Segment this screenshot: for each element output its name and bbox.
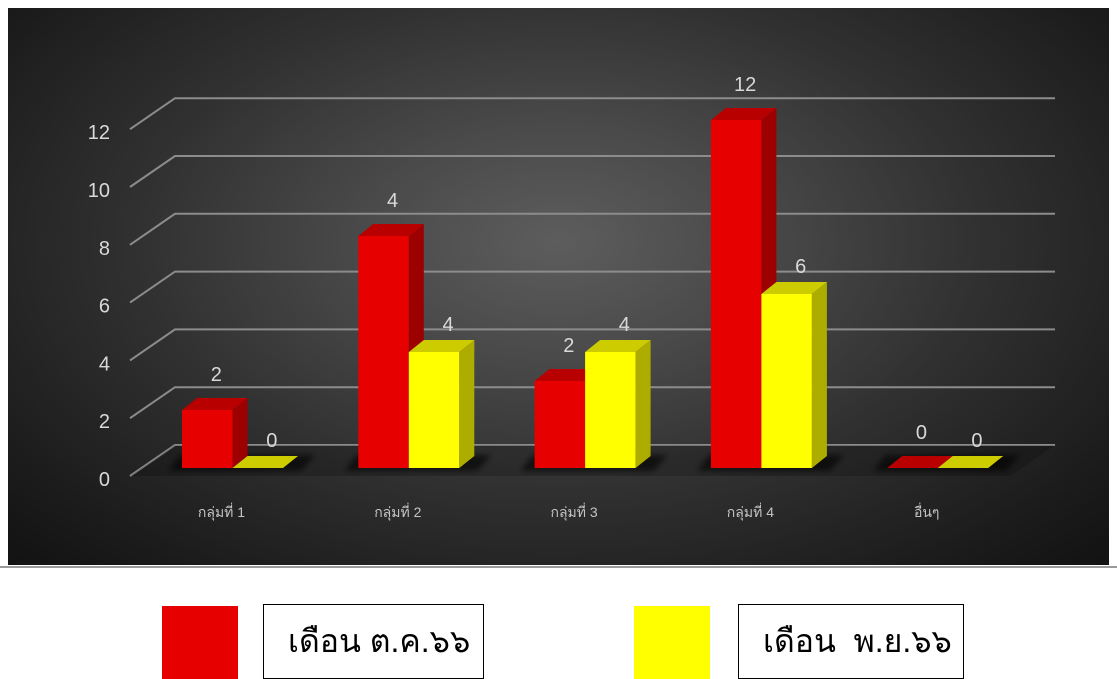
- bar-series1-cat4: [710, 108, 777, 468]
- data-label: 4: [387, 190, 398, 212]
- data-label: 2: [211, 364, 222, 386]
- bar-top-face: [534, 369, 601, 381]
- legend-swatch-series-1: [162, 606, 238, 679]
- bar-front-face: [761, 294, 812, 468]
- y-tick-label: 6: [99, 296, 110, 318]
- bar-series1-cat1: [182, 398, 248, 468]
- bar-top-face: [585, 340, 651, 352]
- data-labels: 2 0 4 4 2 4 12 6 0 0: [211, 74, 983, 452]
- bar-series1-cat5: [887, 456, 953, 468]
- chart-plot: 0 2 4 6 8 10 12 กลุ่มที่ 1 กลุ่มที่ 2 กลุ่มที่ 3…: [88, 74, 1055, 521]
- data-label: 0: [266, 430, 277, 452]
- legend-label-series-2: เดือน พ.ย.๖๖: [763, 623, 952, 659]
- x-category-label: กลุ่มที่ 4: [727, 503, 774, 521]
- legend-swatch-series-2: [634, 606, 710, 679]
- bar-side-face: [811, 282, 827, 468]
- bar-top-face: [937, 456, 1004, 468]
- legend-label-box-series-2: เดือน พ.ย.๖๖: [738, 604, 964, 679]
- bar-front-face: [182, 410, 233, 468]
- bar-top-face: [408, 340, 475, 352]
- legend-label-series-1: เดือน ต.ค.๖๖: [288, 623, 471, 659]
- chart-background: [8, 8, 1109, 565]
- data-label: 12: [734, 74, 756, 96]
- bar-top-face: [232, 456, 298, 468]
- bar-front-face: [358, 236, 409, 468]
- bar-top-face: [761, 282, 827, 294]
- bar-top-face: [710, 108, 777, 120]
- bar-front-face: [585, 352, 636, 468]
- x-category-label: กลุ่มที่ 1: [198, 503, 245, 521]
- bar-side-face: [232, 398, 248, 468]
- gridline: [129, 155, 1055, 188]
- bar-series2-cat4: [761, 282, 827, 468]
- y-tick-label: 2: [99, 411, 110, 433]
- gridline: [129, 97, 1055, 131]
- data-label: 4: [442, 314, 453, 336]
- chart-bottom-rule: [0, 566, 1117, 568]
- bar-side-face: [635, 340, 651, 468]
- bar-series2-cat3: [585, 340, 651, 468]
- x-category-label: อื่นๆ: [914, 503, 940, 520]
- data-label: 2: [563, 335, 574, 357]
- bar-front-face: [710, 120, 762, 468]
- bar-series2-cat5: [937, 456, 1004, 468]
- bar-front-face: [408, 352, 460, 468]
- bar-front-face: [534, 381, 586, 468]
- y-tick-label: 8: [99, 238, 110, 260]
- bar-top-face: [182, 398, 248, 410]
- y-tick-label: 10: [88, 180, 110, 202]
- bar-series2-cat2: [408, 340, 475, 468]
- y-tick-label: 12: [88, 122, 110, 144]
- x-axis-category-labels: กลุ่มที่ 1 กลุ่มที่ 2 กลุ่มที่ 3 กลุ่มที่ 4…: [198, 503, 940, 521]
- y-axis-tick-labels: 0 2 4 6 8 10 12: [88, 122, 110, 491]
- bar-series2-cat1: [232, 456, 298, 468]
- x-category-label: กลุ่มที่ 3: [550, 503, 597, 521]
- data-label: 0: [916, 422, 927, 444]
- y-tick-label: 4: [99, 353, 110, 375]
- gridline: [129, 212, 1055, 246]
- bar-top-face: [887, 456, 953, 468]
- bars: [182, 108, 1004, 468]
- x-category-label: กลุ่มที่ 2: [374, 503, 421, 521]
- legend-label-box-series-1: เดือน ต.ค.๖๖: [263, 604, 484, 679]
- data-label: 0: [971, 430, 982, 452]
- bar-side-face: [459, 340, 475, 468]
- gridline: [129, 270, 1055, 304]
- bar-top-face: [358, 224, 424, 236]
- data-label: 6: [795, 256, 806, 278]
- y-tick-label: 0: [99, 469, 110, 491]
- data-label: 4: [619, 314, 630, 336]
